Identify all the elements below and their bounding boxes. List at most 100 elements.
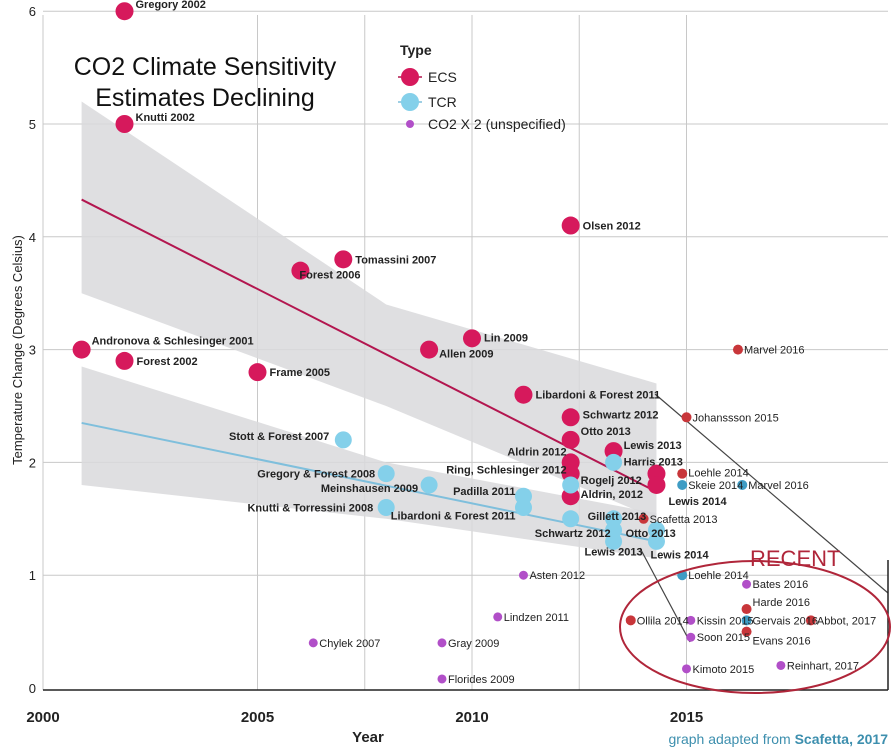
legend: Type ECS TCR CO2 X 2 (unspecified) [398,42,566,132]
credit-text: graph adapted from Scafetta, 2017 [669,731,889,747]
point-label: Ring, Schlesinger 2012 [446,465,566,477]
point-label: Forest 2006 [299,270,360,282]
point-label: Lin 2009 [484,332,528,344]
callout-line [639,547,691,643]
legend-title: Type [400,42,432,58]
point-label: Forest 2002 [137,356,198,368]
point-label: Otto 2013 [581,426,631,438]
point-label: Libardoni & Forest 2011 [535,390,660,402]
confidence-bands [81,101,657,559]
point-label: Padilla 2011 [453,486,515,498]
data-point-ecs [420,340,439,359]
data-point-tcr [420,476,438,494]
data-point-ecs [561,430,580,449]
chart-title-line-2: Estimates Declining [95,84,315,112]
point-labels: Gregory 2002 Knutti 2002 Andronova & Schle… [92,0,877,686]
data-point-ecs [561,216,580,235]
legend-ecs-label: ECS [428,69,457,85]
point-label: Otto 2013 [626,528,676,540]
point-label: Schwartz 2012 [535,528,611,540]
data-point-tcr-small [737,479,748,490]
data-point-tcr [605,532,623,550]
y-tick-label: 5 [29,117,36,132]
data-point-tcr [562,510,580,528]
data-point-tcr [647,532,665,550]
data-point-co2 [686,615,696,625]
data-point-co2 [493,612,503,622]
data-point-ecs-small [625,615,636,626]
data-point-ecs-small [732,344,743,355]
point-label: Loehle 2014 [688,570,749,582]
point-label: Florides 2009 [448,674,515,686]
point-label: Frame 2005 [270,367,331,379]
data-point-ecs [72,340,91,359]
point-label: Soon 2015 [697,632,750,644]
point-label: Marvel 2016 [744,345,805,357]
point-label: Gregory 2002 [136,0,206,11]
tcr-trend-line [81,421,657,543]
point-label: Loehle 2014 [688,468,749,480]
point-label: Asten 2012 [529,570,585,582]
data-point-ecs-small [741,604,752,615]
data-point-ecs-small [805,615,816,626]
point-label: Gregory & Forest 2008 [257,469,375,481]
point-label: Chylek 2007 [319,638,380,650]
point-label: Lewis 2013 [624,440,682,452]
point-label: Tomassini 2007 [355,254,436,266]
tcr-confidence-band [81,366,657,559]
data-point-tcr [514,499,532,517]
data-point-ecs-small [681,412,692,423]
point-label: Andronova & Schlesinger 2001 [92,336,254,348]
point-label: Aldrin, 2012 [581,489,643,501]
data-point-ecs [115,2,134,21]
point-label: Meinshausen 2009 [321,483,418,495]
y-tick-label: 3 [29,343,36,358]
point-label: Olsen 2012 [583,221,641,233]
y-tick-label: 2 [29,455,36,470]
y-axis-label: Temperature Change (Degrees Celsius) [10,235,25,465]
point-label: Gillett 2013 [588,511,647,523]
data-point-tcr [334,431,352,449]
x-tick-label: 2005 [241,709,274,726]
y-tick-label: 1 [29,568,36,583]
point-label: Skeie 2014 [688,480,743,492]
point-label: Johanssson 2015 [693,412,779,424]
data-point-ecs [647,475,666,494]
point-label: Knutti 2002 [136,112,195,124]
x-tick-labels: 2000 2005 2010 2015 [26,709,703,726]
credit-prefix: graph adapted from [669,731,795,747]
data-point-co2 [308,638,318,648]
x-tick-label: 2015 [670,709,703,726]
point-label: Lindzen 2011 [504,612,569,624]
point-label: Harris 2013 [624,456,683,468]
point-label: Kimoto 2015 [693,664,755,676]
point-label: Knutti & Torressini 2008 [247,503,373,515]
data-point-ecs [291,261,310,280]
data-point-ecs [463,329,481,348]
point-label: Marvel 2016 [748,480,809,492]
data-point-ecs [561,408,580,427]
callout-line [654,393,889,594]
point-label: Kissin 2015 [697,615,754,627]
x-axis-label: Year [352,729,384,746]
point-label: Aldrin 2012 [507,446,566,458]
point-label: Lewis 2013 [585,546,643,558]
data-point-co2 [437,638,447,648]
data-point-co2 [437,674,447,684]
data-point-tcr [605,453,623,471]
point-label: Evans 2016 [753,636,811,648]
legend-ecs-marker [401,68,419,86]
data-point-ecs-small [677,468,688,479]
point-label: Gray 2009 [448,638,499,650]
point-label: Reinhart, 2017 [787,660,859,672]
point-label: Libardoni & Forest 2011 [391,511,516,523]
data-point-co2 [686,632,696,642]
point-label: Lewis 2014 [650,549,709,561]
ecs-trend-line [81,198,657,493]
y-tick-label: 0 [29,681,36,696]
legend-co2-marker [406,120,414,128]
data-point-tcr-small [677,479,688,490]
credit-source: Scafetta, 2017 [795,731,889,747]
